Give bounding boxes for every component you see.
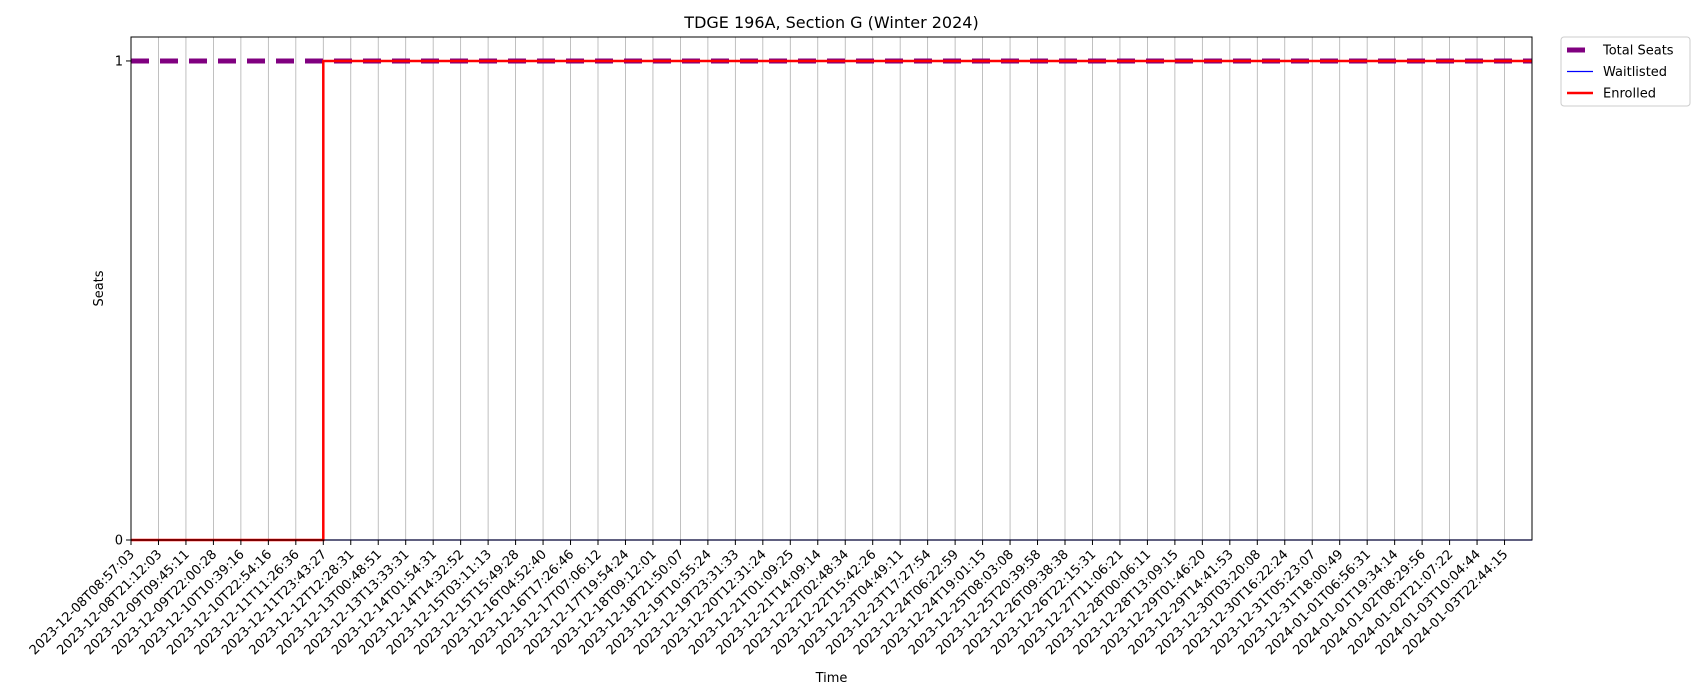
y-axis-label: Seats — [92, 270, 107, 306]
legend-label: Enrolled — [1603, 87, 1656, 102]
y-axis-ticks: 01 — [115, 54, 131, 549]
plot-frame — [130, 36, 1533, 541]
legend: Total Seats Waitlisted Enrolled — [1560, 36, 1691, 107]
x-axis-ticks: 2023-12-08T08:57:032023-12-08T21:12:0320… — [27, 540, 1511, 658]
grid-lines — [130, 37, 1505, 540]
series-lines — [131, 58, 1532, 542]
legend-label: Waitlisted — [1603, 65, 1667, 80]
y-tick-label: 1 — [115, 54, 123, 69]
series-line-enrolled — [131, 59, 1532, 542]
legend-label: Total Seats — [1602, 44, 1674, 59]
chart-title: TDGE 196A, Section G (Winter 2024) — [683, 13, 978, 32]
x-axis-label: Time — [815, 671, 848, 686]
legend-box — [1560, 36, 1691, 107]
y-tick-label: 0 — [115, 534, 123, 549]
